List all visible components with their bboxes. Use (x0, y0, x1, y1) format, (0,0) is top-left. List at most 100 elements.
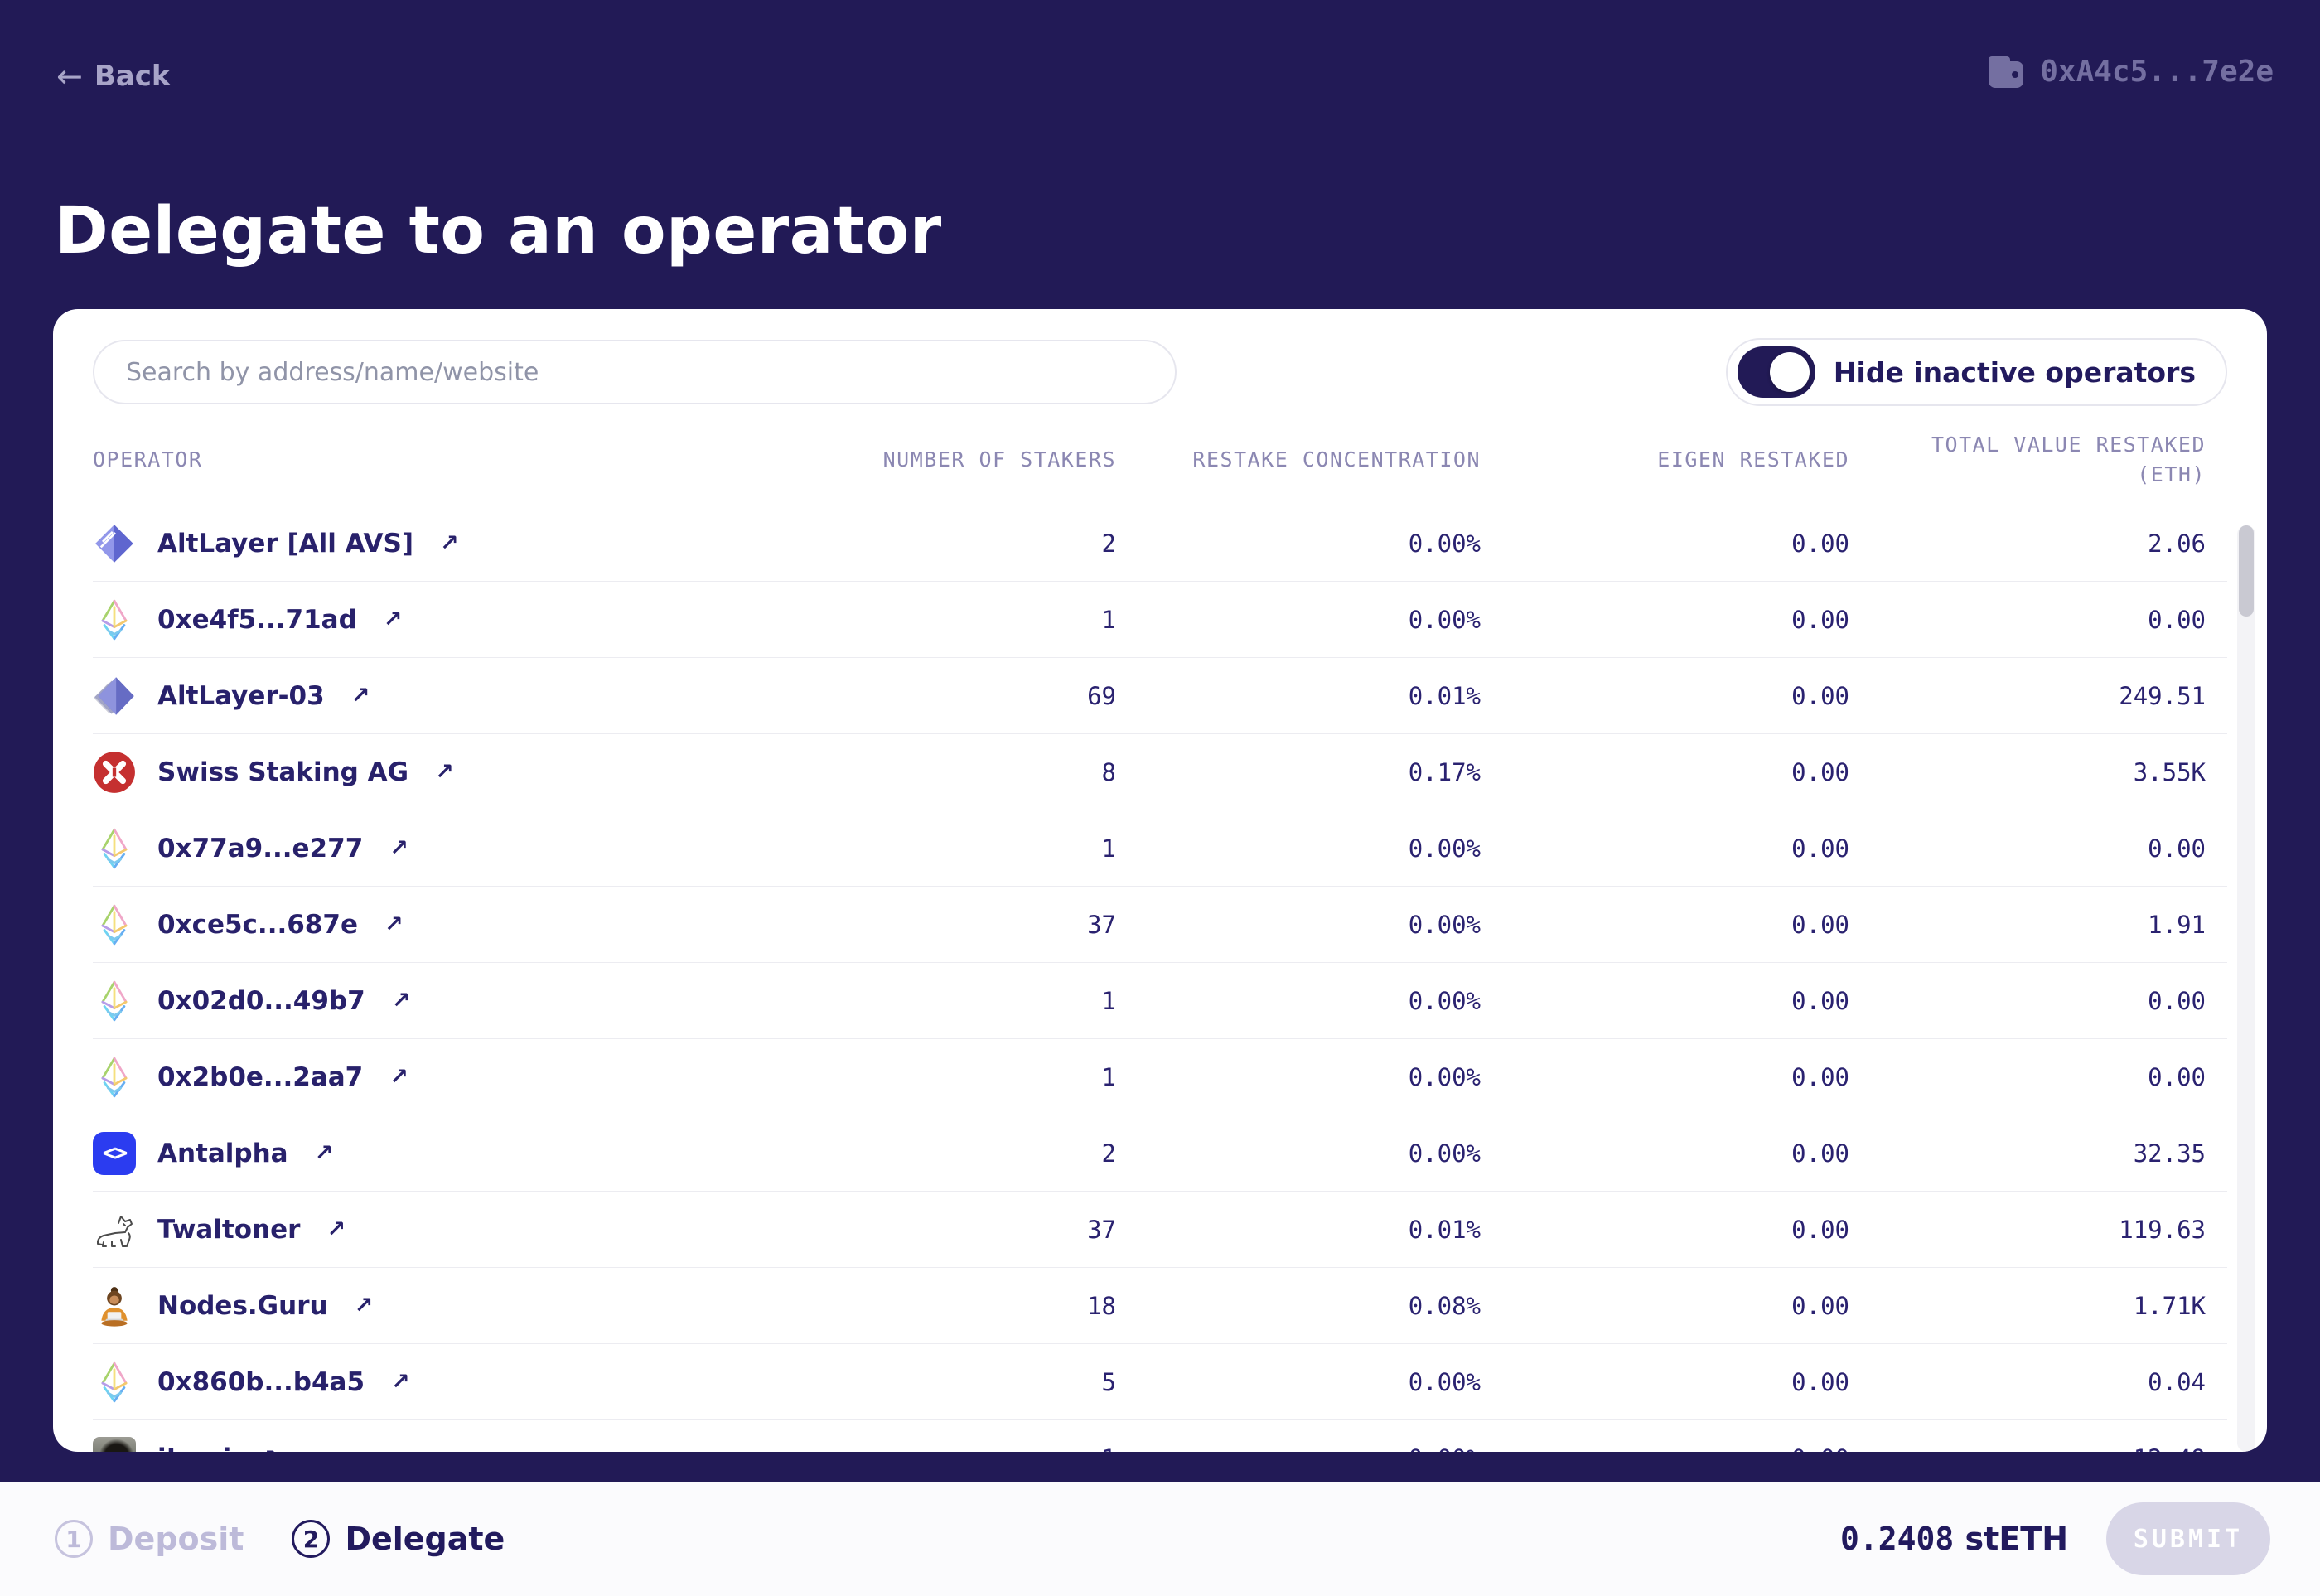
column-header-concentration[interactable]: RESTAKE CONCENTRATION (1192, 447, 1481, 472)
submit-button[interactable]: SUBMIT (2106, 1502, 2270, 1575)
eigen-restaked: 0.00 (1791, 910, 1849, 939)
table-row[interactable]: 0x2b0e...2aa7 ↗ 1 0.00% 0.00 0.00 (93, 1039, 2227, 1115)
total-value-restaked: 0.00 (2148, 1062, 2206, 1091)
operator-panel: Hide inactive operators OPERATOR NUMBER … (53, 309, 2267, 1452)
external-link-icon[interactable]: ↗ (440, 530, 459, 556)
stakers-count: 5 (1101, 1367, 1116, 1396)
eth-rainbow-icon (93, 827, 136, 870)
total-value-restaked: 0.00 (2148, 605, 2206, 634)
total-value-restaked: 12.49 (1849, 1444, 2206, 1453)
external-link-icon[interactable]: ↗ (354, 1293, 374, 1318)
operator-name[interactable]: 0x860b...b4a5 (157, 1366, 365, 1397)
column-header-total[interactable]: TOTAL VALUE RESTAKED (ETH) (1931, 433, 2206, 486)
wallet-icon (1987, 56, 2025, 89)
restake-concentration: 0.01% (1408, 1215, 1481, 1244)
step-deposit: 1 Deposit (55, 1520, 244, 1558)
step-2-label: Delegate (345, 1521, 505, 1557)
restake-concentration: 0.00% (1408, 1367, 1481, 1396)
total-value-restaked: 1.91 (2148, 910, 2206, 939)
eigen-restaked: 0.00 (1791, 1367, 1849, 1396)
external-link-icon[interactable]: ↗ (389, 1064, 408, 1090)
total-value-restaked: 32.35 (2133, 1139, 2206, 1168)
eigen-restaked: 0.00 (1791, 529, 1849, 558)
eth-rainbow-icon (93, 979, 136, 1023)
operator-name[interactable]: Nodes.Guru (157, 1290, 328, 1321)
column-header-operator[interactable]: OPERATOR (93, 447, 203, 472)
external-link-icon[interactable]: ↗ (258, 1445, 277, 1452)
column-header-eigen[interactable]: EIGEN RESTAKED (1657, 447, 1849, 472)
table-row[interactable]: <> Antalpha ↗ 2 0.00% 0.00 32.35 (93, 1115, 2227, 1192)
back-label: Back (94, 60, 171, 93)
nodes-guru-icon (93, 1284, 136, 1328)
scrollbar-track[interactable] (2237, 525, 2255, 1452)
scrollbar-thumb[interactable] (2239, 525, 2254, 617)
eth-rainbow-icon (93, 1056, 136, 1099)
restake-concentration: 0.00% (1408, 605, 1481, 634)
table-row[interactable]: AltLayer-03 ↗ 69 0.01% 0.00 249.51 (93, 658, 2227, 734)
eigen-restaked: 0.00 (1791, 1062, 1849, 1091)
external-link-icon[interactable]: ↗ (314, 1140, 334, 1166)
operator-name[interactable]: AltLayer [All AVS] (157, 528, 414, 559)
eigen-restaked: 0.00 (1791, 757, 1849, 786)
external-link-icon[interactable]: ↗ (391, 988, 411, 1013)
operator-name[interactable]: 0x2b0e...2aa7 (157, 1062, 364, 1092)
wallet-address-chip[interactable]: 0xA4c5...7e2e (1987, 55, 2274, 89)
operator-name[interactable]: 0xe4f5...71ad (157, 604, 357, 635)
external-link-icon[interactable]: ↗ (326, 1216, 346, 1242)
step-2-circle: 2 (292, 1520, 331, 1558)
toggle-label: Hide inactive operators (1833, 355, 2196, 389)
table-row[interactable]: 0xe4f5...71ad ↗ 1 0.00% 0.00 0.00 (93, 582, 2227, 658)
table-row[interactable]: 0x77a9...e277 ↗ 1 0.00% 0.00 0.00 (93, 810, 2227, 887)
external-link-icon[interactable]: ↗ (389, 835, 408, 861)
stakers-count: 2 (1101, 529, 1116, 558)
operator-name[interactable]: Twaltoner (157, 1214, 301, 1245)
external-link-icon[interactable]: ↗ (350, 683, 370, 709)
step-1-label: Deposit (108, 1521, 244, 1557)
operator-name[interactable]: 0x02d0...49b7 (157, 985, 365, 1016)
table-row[interactable]: 0x860b...b4a5 ↗ 5 0.00% 0.00 0.04 (93, 1344, 2227, 1420)
external-link-icon[interactable]: ↗ (383, 607, 403, 632)
toggle-track[interactable] (1737, 346, 1815, 398)
antalpha-icon: <> (93, 1131, 136, 1175)
step-1-circle: 1 (55, 1520, 93, 1558)
table-row[interactable]: 0x02d0...49b7 ↗ 1 0.00% 0.00 0.00 (93, 963, 2227, 1039)
external-link-icon[interactable]: ↗ (384, 912, 404, 937)
search-input[interactable] (93, 340, 1177, 404)
footer-bar: 1 Deposit 2 Delegate 0.2408 stETH SUBMIT (0, 1482, 2320, 1596)
operator-name[interactable]: AltLayer-03 (157, 680, 325, 711)
stakers-count: 37 (1087, 910, 1116, 939)
page-title: Delegate to an operator (55, 194, 942, 268)
back-arrow-icon: ← (56, 58, 83, 94)
table-row[interactable]: Nodes.Guru ↗ 18 0.08% 0.00 1.71K (93, 1268, 2227, 1344)
eth-rainbow-icon (93, 1361, 136, 1404)
table-row[interactable]: itami ↗ 1 0.00% 0.00 12.49 (93, 1420, 2227, 1452)
eigen-restaked: 0.00 (1481, 1444, 1849, 1453)
step-indicator: 1 Deposit 2 Delegate (55, 1520, 505, 1558)
operator-name[interactable]: Swiss Staking AG (157, 757, 409, 787)
restake-concentration: 0.17% (1408, 757, 1481, 786)
table-row[interactable]: 0xce5c...687e ↗ 37 0.00% 0.00 1.91 (93, 887, 2227, 963)
operator-name[interactable]: 0x77a9...e277 (157, 833, 364, 863)
table-row[interactable]: Swiss Staking AG ↗ 8 0.17% 0.00 3.55K (93, 734, 2227, 810)
stakers-count: 1 (1101, 986, 1116, 1015)
column-header-stakers[interactable]: NUMBER OF STAKERS (882, 447, 1116, 472)
table-header: OPERATOR NUMBER OF STAKERS RESTAKE CONCE… (93, 430, 2227, 505)
back-button[interactable]: ← Back (56, 60, 170, 93)
stakers-count: 2 (1101, 1139, 1116, 1168)
external-link-icon[interactable]: ↗ (391, 1369, 410, 1395)
balance-amount: 0.2408 stETH (1840, 1521, 2068, 1557)
table-row[interactable]: AltLayer [All AVS] ↗ 2 0.00% 0.00 2.06 (93, 505, 2227, 582)
external-link-icon[interactable]: ↗ (435, 759, 454, 785)
total-value-restaked: 0.00 (2148, 986, 2206, 1015)
swiss-staking-icon (93, 751, 136, 794)
operator-name[interactable]: 0xce5c...687e (157, 909, 358, 940)
operator-name[interactable]: Antalpha (157, 1138, 288, 1168)
restake-concentration: 0.00% (1408, 910, 1481, 939)
operator-table-body: AltLayer [All AVS] ↗ 2 0.00% 0.00 2.06 0… (93, 505, 2227, 1452)
eigen-restaked: 0.00 (1791, 1139, 1849, 1168)
restake-concentration: 0.00% (1408, 986, 1481, 1015)
hide-inactive-toggle[interactable]: Hide inactive operators (1725, 338, 2227, 406)
table-row[interactable]: Twaltoner ↗ 37 0.01% 0.00 119.63 (93, 1192, 2227, 1268)
operator-name[interactable]: itami (157, 1444, 231, 1453)
restake-concentration: 0.08% (1408, 1291, 1481, 1320)
